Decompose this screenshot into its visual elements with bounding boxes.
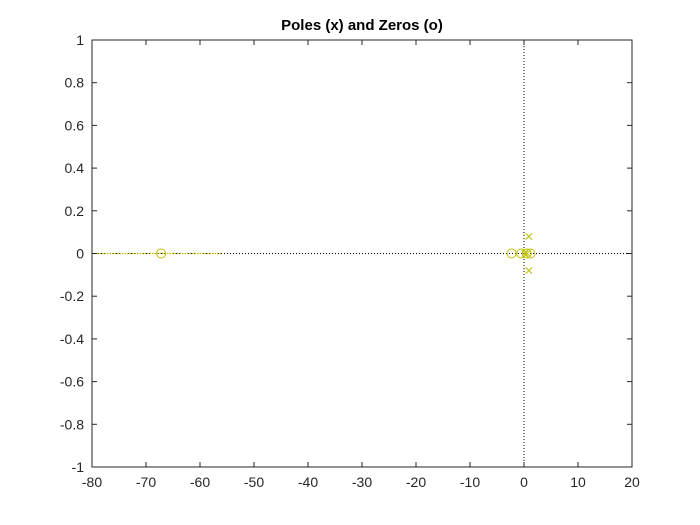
y-tick-label: 1 [76,32,84,48]
chart-title: Poles (x) and Zeros (o) [281,17,443,34]
pole-stroke [521,249,529,258]
y-tick-label: 0 [76,246,84,262]
zero-marker [156,248,167,259]
pole-zero-markers [156,232,536,275]
x-tick-label: -30 [352,474,372,490]
x-tick-label: -70 [136,474,156,490]
y-tick-label: 0.2 [65,203,85,219]
zero-marker [525,248,536,259]
y-tick-label: 0.8 [65,75,85,91]
x-tick-label: -10 [460,474,480,490]
x-tick-label: -80 [82,474,102,490]
y-axis: -1 -0.8 -0.6 -0.4 -0.2 0 0.2 0.4 0.6 0.8 1 [60,32,632,475]
x-axis: -80 -70 -60 -50 -40 -30 -20 -10 0 10 20 [82,40,640,490]
zero-marker [521,248,532,259]
x-tick-label: -60 [190,474,210,490]
pole-stroke [525,232,533,240]
y-tick-label: 0.6 [65,117,85,133]
x-tick-label: -50 [244,474,264,490]
zero-marker [506,248,517,259]
pole-marker [523,249,531,258]
x-tick-label: -20 [406,474,426,490]
y-tick-label: -0.4 [60,331,84,347]
pole-stroke [525,267,533,275]
pole-marker [525,232,533,240]
y-tick-label: -0.8 [60,416,84,432]
x-tick-label: 20 [624,474,640,490]
y-tick-label: -0.6 [60,374,84,390]
y-tick-label: 0.4 [65,160,85,176]
pole-marker [525,267,533,275]
x-tick-label: 0 [520,474,528,490]
y-tick-label: -0.2 [60,288,84,304]
x-tick-label: -40 [298,474,318,490]
y-tick-label: -1 [72,459,85,475]
pole-stroke [523,249,531,258]
x-tick-label: 10 [570,474,586,490]
pole-marker [521,249,529,258]
